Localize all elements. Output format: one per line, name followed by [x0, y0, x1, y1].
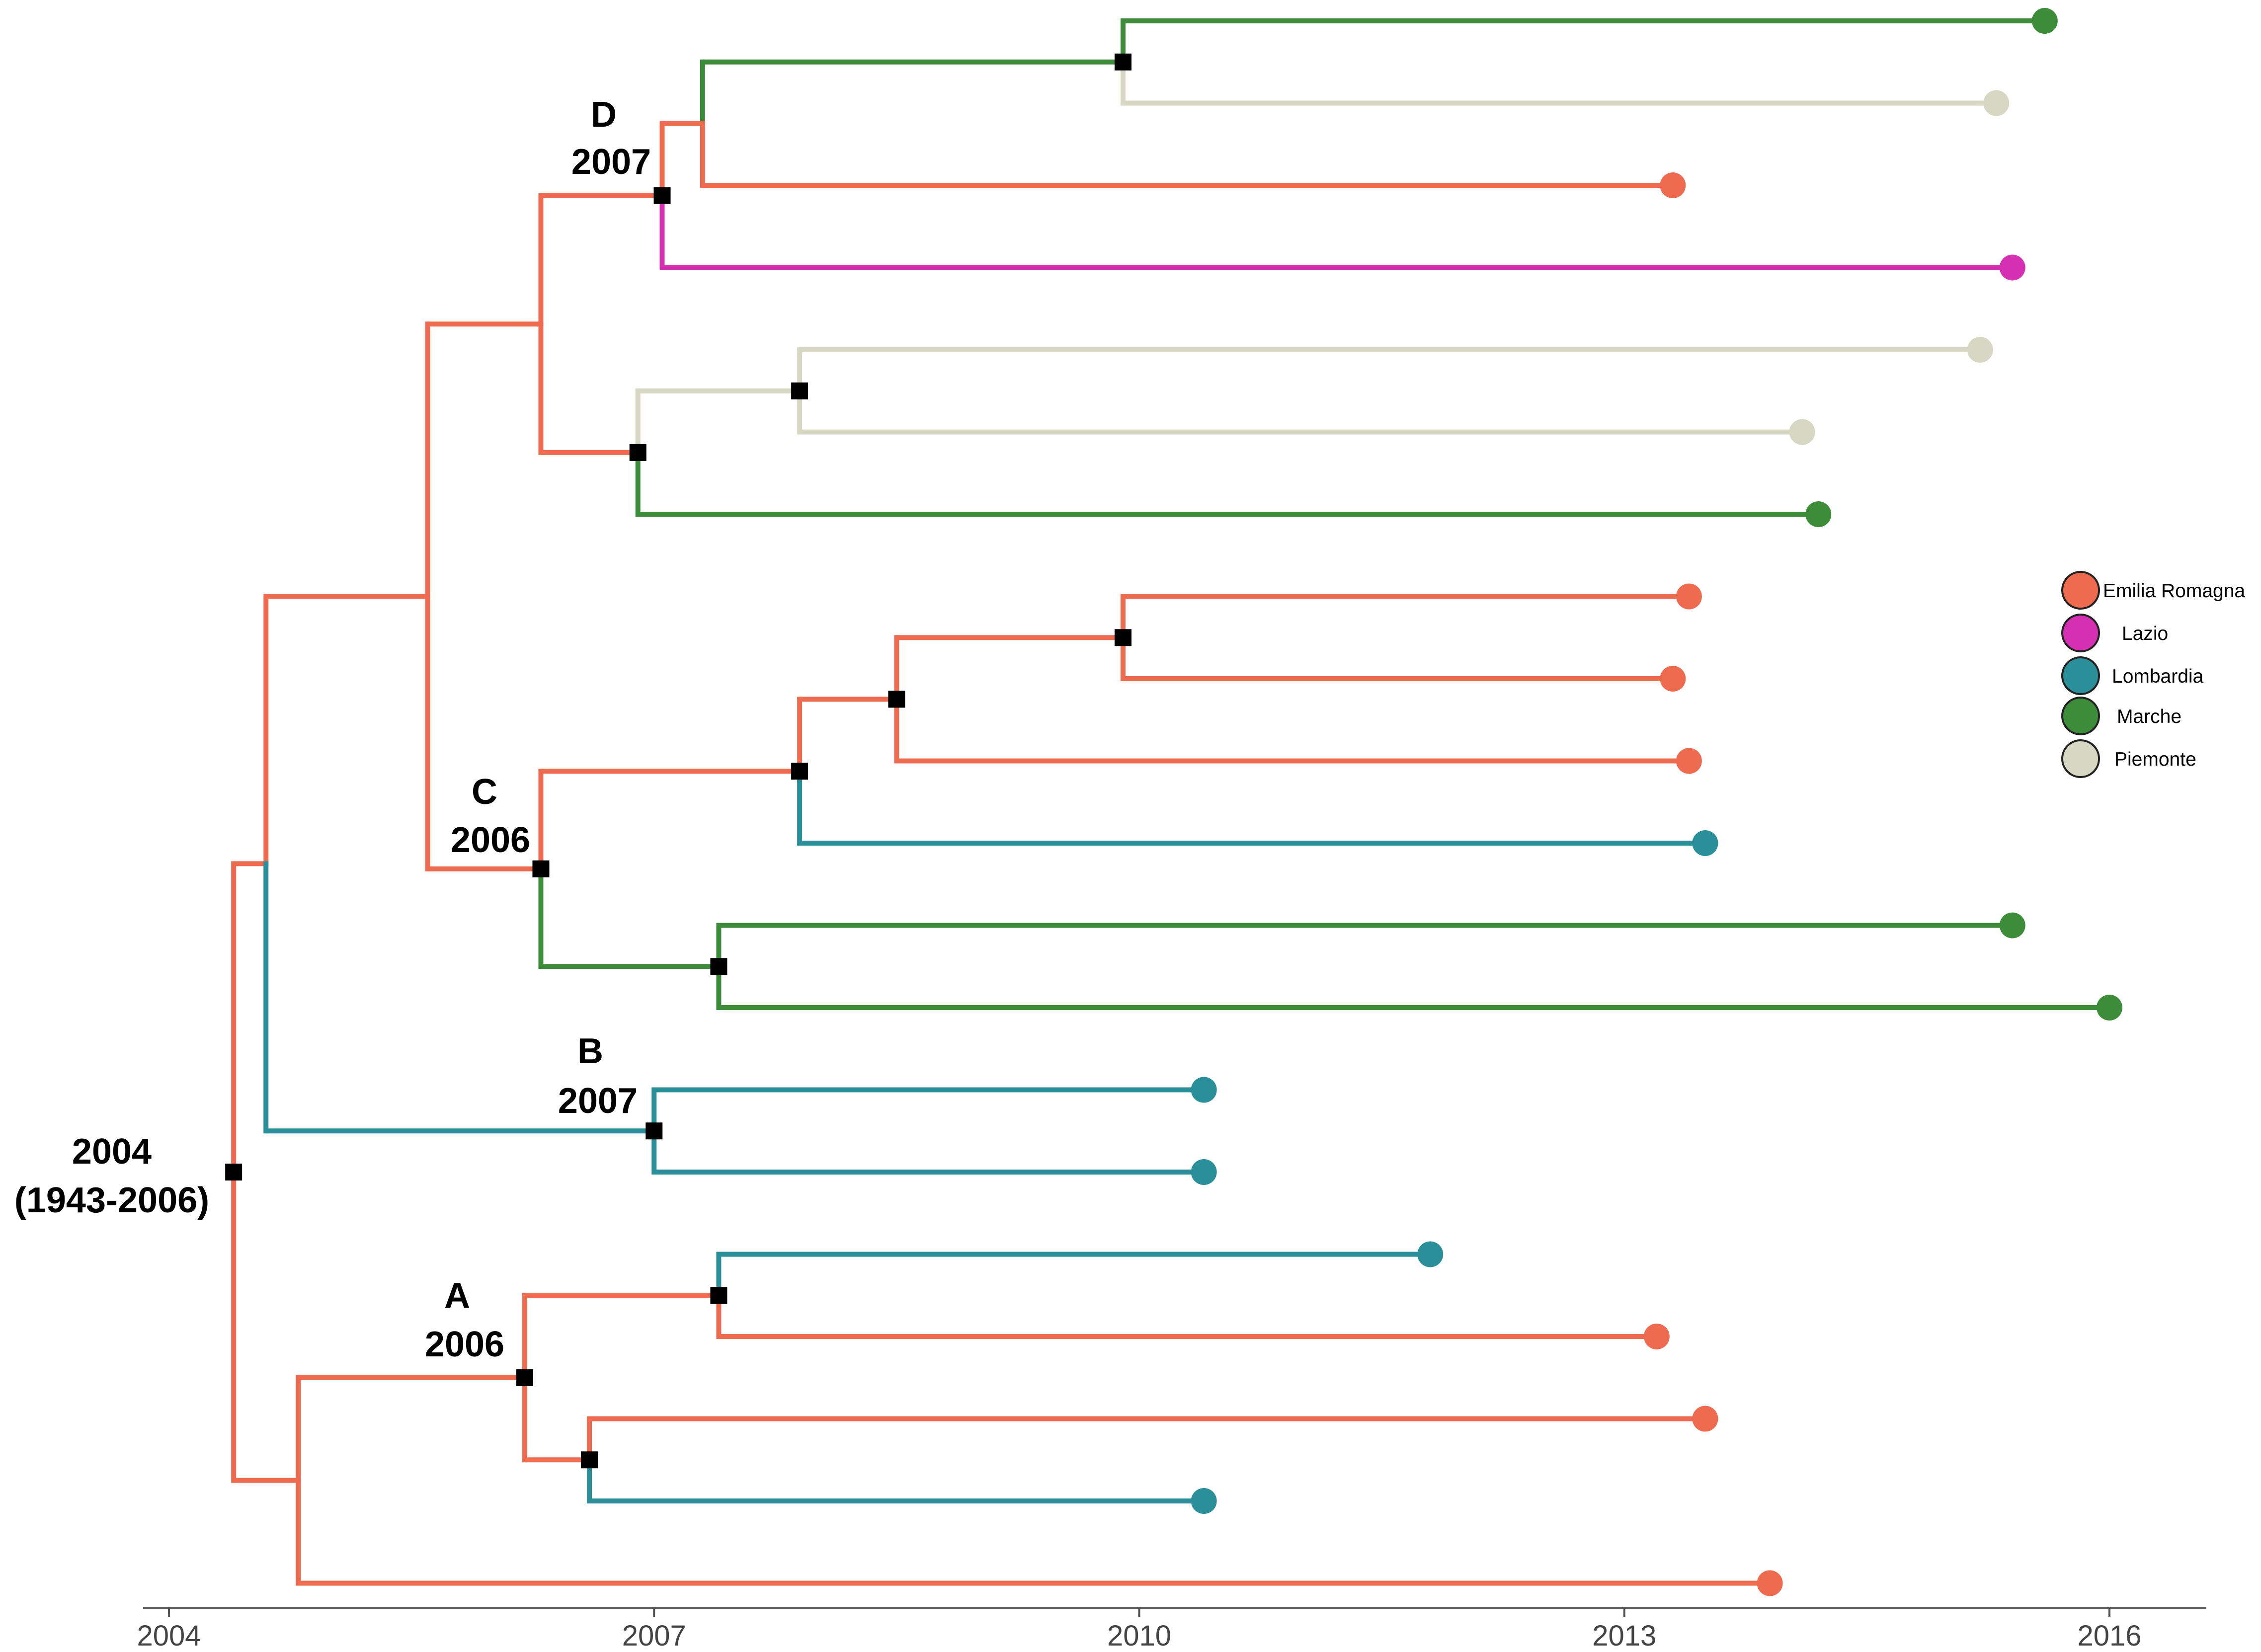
tip-L14 — [1191, 1077, 1217, 1103]
axis-tick-label-2013: 2013 — [1592, 1620, 1656, 1652]
legend-swatch-piemonte — [2061, 739, 2100, 778]
clade-d-letter: D — [591, 95, 617, 135]
tip-L13 — [2097, 995, 2122, 1021]
tree-branches — [231, 18, 2109, 1586]
legend-swatch-lazio — [2061, 614, 2100, 652]
axis-ticks: 2004 2007 2010 2013 2016 — [137, 1608, 2142, 1652]
clade-c-year: 2006 — [451, 820, 530, 860]
legend-label-lombardia: Lombardia — [2112, 666, 2204, 687]
tip-L11 — [1692, 830, 1718, 856]
tip-L12 — [1999, 912, 2025, 939]
legend-item-lombardia: Lombardia — [2061, 656, 2204, 695]
axis-tick-label-2004: 2004 — [137, 1620, 201, 1652]
node-marker-n6 — [1114, 53, 1131, 71]
clade-b-letter: B — [577, 1031, 603, 1071]
axis-tick-label-2016: 2016 — [2077, 1620, 2141, 1652]
tip-L2 — [1983, 90, 2010, 116]
clade-a-letter: A — [444, 1276, 470, 1316]
clade-d-year: 2007 — [571, 142, 651, 182]
tip-L19 — [1191, 1488, 1217, 1514]
node-marker-n17 — [710, 1287, 727, 1304]
node-marker-n7 — [629, 444, 646, 461]
tip-L20 — [1757, 1570, 1783, 1596]
legend-swatch-lombardia — [2061, 656, 2100, 695]
legend-label-emilia-romagna: Emilia Romagna — [2103, 580, 2245, 602]
node-marker-C — [532, 860, 550, 877]
tip-L6 — [1789, 419, 1815, 445]
clade-label-d: D 2007 — [571, 95, 651, 182]
legend-label-marche: Marche — [2117, 706, 2181, 727]
legend-item-piemonte: Piemonte — [2061, 739, 2196, 778]
clade-b-year: 2007 — [558, 1081, 638, 1121]
clade-label-a: A 2006 — [425, 1276, 504, 1364]
root-date-label: 2004 — [72, 1132, 152, 1172]
tree-tips — [1191, 8, 2122, 1596]
clade-label-root: 2004 (1943-2006) — [14, 1132, 209, 1220]
legend-swatch-emilia-romagna — [2061, 571, 2100, 610]
node-marker-n18 — [581, 1451, 598, 1469]
tip-L7 — [1805, 501, 1832, 527]
node-marker-root — [225, 1164, 242, 1180]
tip-L4 — [1999, 254, 2025, 281]
node-marker-n10 — [791, 763, 808, 780]
tip-L8 — [1676, 583, 1702, 610]
legend-item-marche: Marche — [2061, 697, 2181, 735]
root-range-label: (1943-2006) — [14, 1180, 209, 1220]
node-marker-D — [653, 187, 671, 204]
clade-a-year: 2006 — [425, 1325, 504, 1364]
clade-c-letter: C — [472, 772, 497, 812]
node-marker-n12 — [1114, 629, 1131, 646]
node-marker-n11 — [888, 691, 905, 708]
tip-L18 — [1692, 1406, 1718, 1432]
legend-item-lazio: Lazio — [2061, 614, 2168, 652]
tip-L3 — [1660, 172, 1686, 198]
tip-L15 — [1191, 1159, 1217, 1185]
node-marker-A — [516, 1369, 533, 1386]
node-marker-B — [646, 1122, 663, 1140]
tip-L16 — [1417, 1241, 1444, 1267]
tip-L1 — [2031, 8, 2058, 34]
legend-label-piemonte: Piemonte — [2114, 749, 2196, 770]
tip-L10 — [1676, 748, 1702, 774]
tip-L5 — [1967, 337, 1993, 363]
node-markers — [225, 53, 1131, 1469]
axis-tick-label-2007: 2007 — [622, 1620, 686, 1652]
tip-L9 — [1660, 666, 1686, 692]
node-marker-n13 — [710, 958, 727, 975]
axis-tick-label-2010: 2010 — [1107, 1620, 1171, 1652]
time-axis: 2004 2007 2010 2013 2016 — [137, 1607, 2206, 1652]
clade-label-c: C 2006 — [451, 772, 530, 860]
legend-swatch-marche — [2061, 697, 2100, 735]
legend-item-emilia-romagna: Emilia Romagna — [2061, 571, 2245, 610]
legend: Emilia Romagna Lazio Lombardia Marche Pi… — [2061, 571, 2245, 778]
tip-L17 — [1643, 1324, 1670, 1349]
clade-label-b: B 2007 — [558, 1031, 638, 1121]
legend-label-lazio: Lazio — [2122, 623, 2168, 644]
node-marker-n8 — [791, 382, 808, 399]
